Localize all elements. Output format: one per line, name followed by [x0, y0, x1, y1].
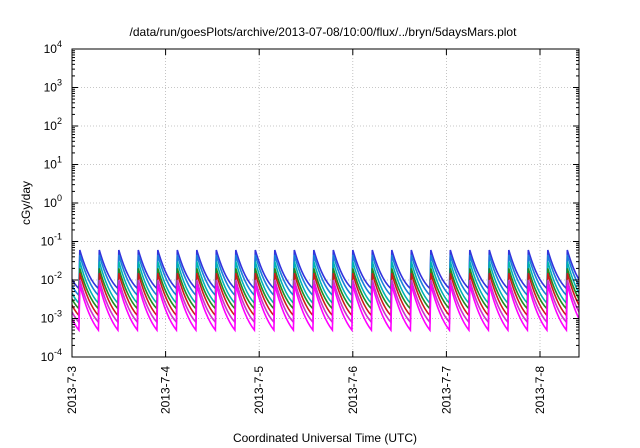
x-tick-label: 2013-7-4: [159, 366, 173, 414]
series-lines: [72, 249, 579, 333]
y-tick-label: 104: [44, 39, 62, 56]
y-axis-label: cGy/day: [19, 181, 33, 225]
y-tick-label: 10-4: [41, 347, 62, 364]
y-tick-label: 100: [44, 193, 62, 210]
x-axis: 2013-7-3 2013-7-4 2013-7-5 2013-7-6 2013-7-7…: [65, 49, 547, 414]
y-tick-label: 103: [44, 78, 62, 95]
x-tick-label: 2013-7-3: [65, 366, 79, 414]
y-tick-label: 101: [44, 155, 62, 172]
x-tick-label: 2013-7-7: [439, 366, 453, 414]
x-tick-label: 2013-7-6: [346, 366, 360, 414]
x-tick-label: 2013-7-5: [252, 366, 266, 414]
x-tick-label: 2013-7-8: [533, 366, 547, 414]
series-line: [72, 284, 579, 333]
y-tick-label: 102: [44, 116, 62, 133]
y-tick-label: 10-3: [41, 309, 62, 326]
chart-title: /data/run/goesPlots/archive/2013-07-08/1…: [130, 25, 518, 39]
y-tick-label: 10-2: [41, 270, 62, 287]
y-tick-label: 10-1: [41, 232, 62, 249]
x-axis-label: Coordinated Universal Time (UTC): [233, 431, 417, 445]
y-axis: 10-4 10-3 10-2 10-1 100 101 102 103 104: [41, 39, 579, 364]
